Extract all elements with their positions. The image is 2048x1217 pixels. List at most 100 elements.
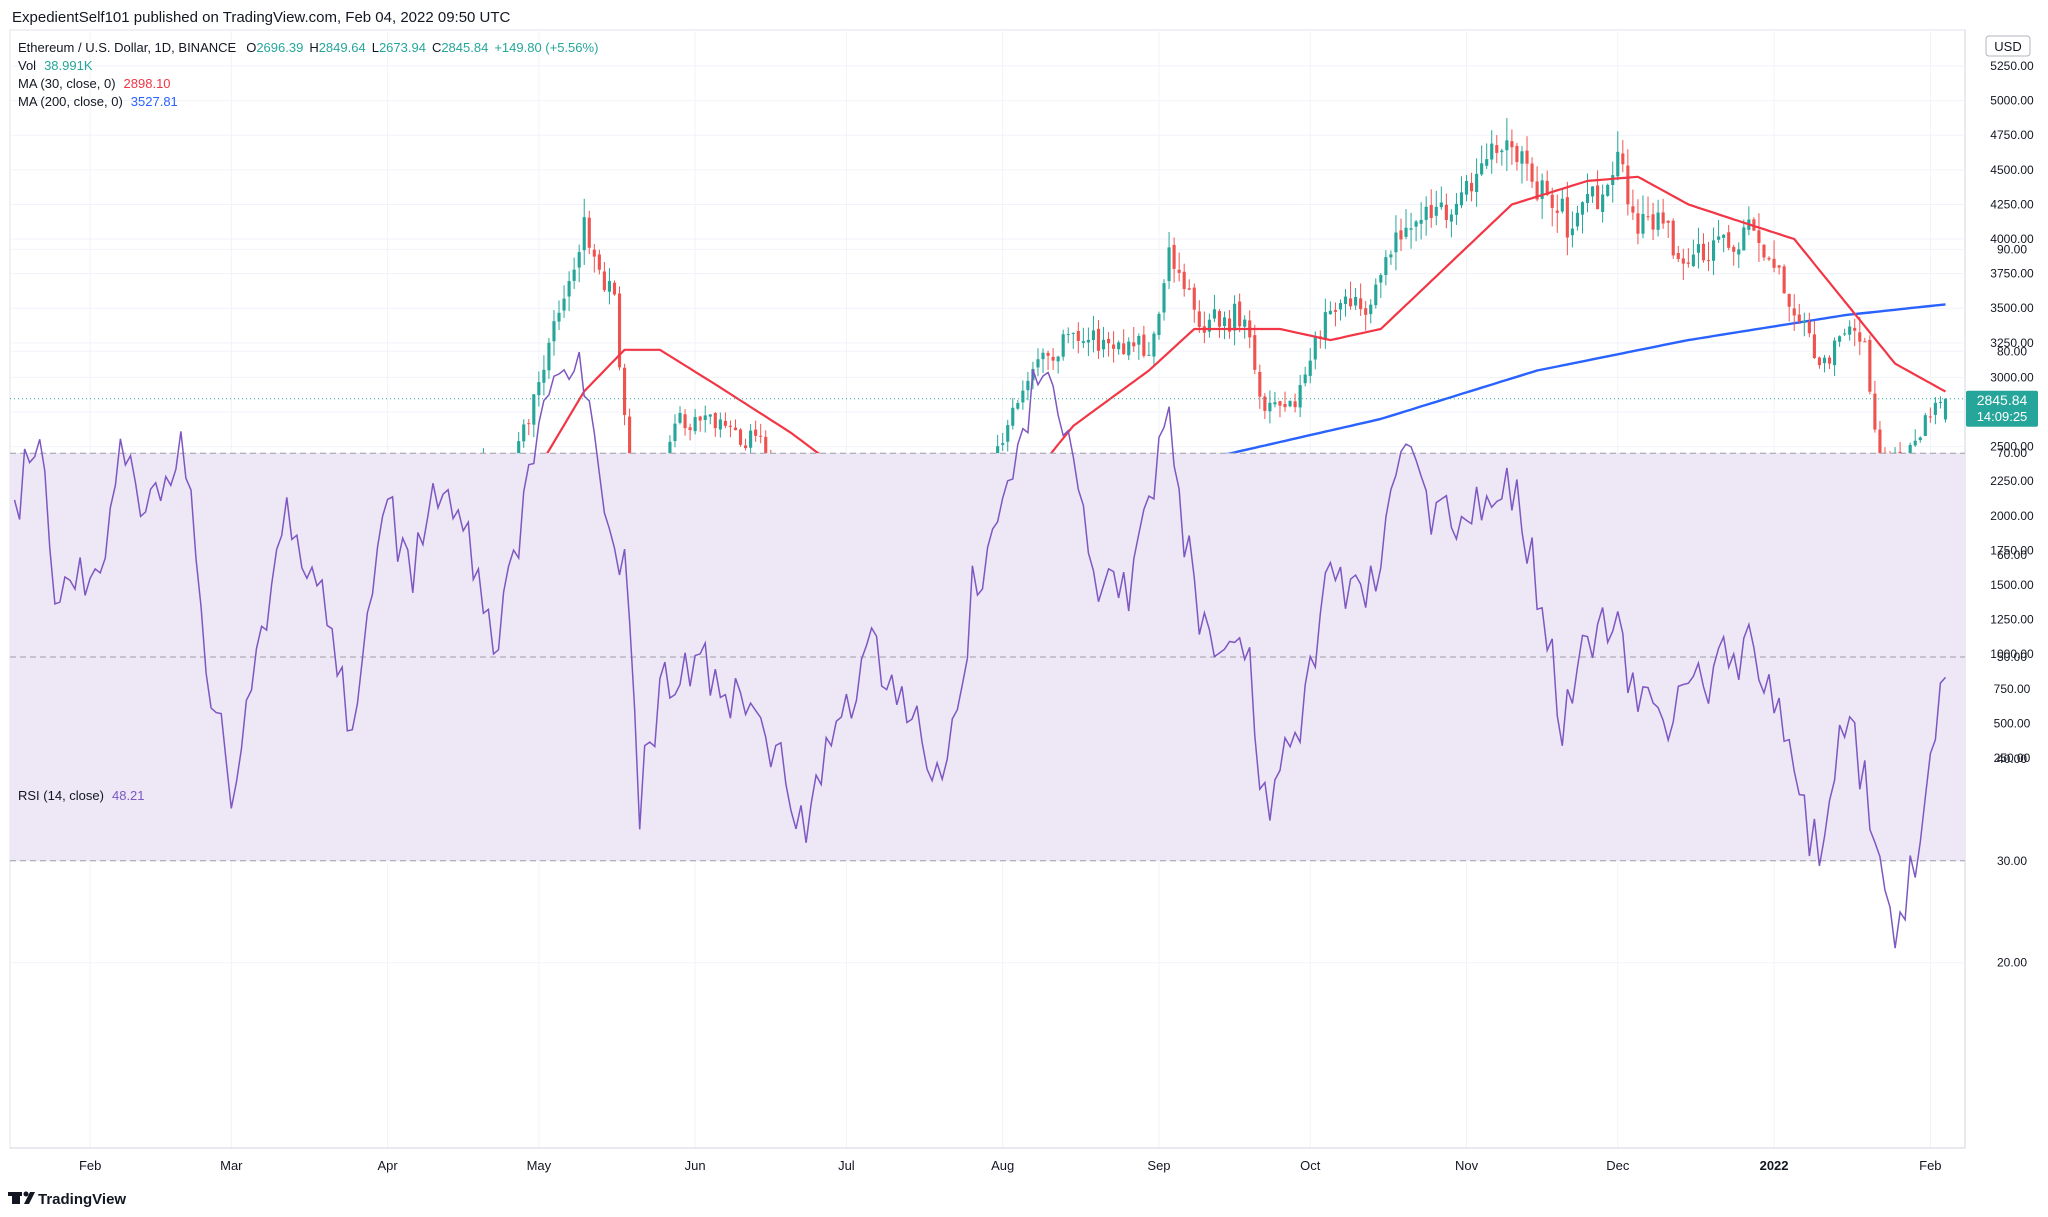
- price-tick-label: 4750.00: [1990, 128, 2034, 142]
- candle: [1918, 436, 1922, 443]
- candle: [723, 412, 727, 429]
- candle: [1636, 199, 1640, 245]
- tradingview-logo[interactable]: TradingView: [8, 1191, 126, 1208]
- symbol-title[interactable]: Ethereum / U.S. Dollar, 1D, BINANCE: [18, 40, 237, 55]
- current-price-value: 2845.84: [1977, 392, 2028, 408]
- candle: [1142, 325, 1146, 358]
- candle: [1293, 393, 1297, 413]
- price-tick-label: 1500.00: [1990, 578, 2034, 592]
- candle: [602, 261, 606, 293]
- candle: [1112, 331, 1116, 363]
- candle: [1424, 196, 1428, 236]
- candle: [1722, 234, 1726, 253]
- candle: [1233, 295, 1237, 346]
- candle: [1086, 327, 1090, 357]
- candle: [1187, 279, 1191, 291]
- price-tick-label: 250.00: [1994, 751, 2031, 765]
- candle: [1928, 407, 1932, 423]
- candle: [1041, 348, 1045, 374]
- candle: [557, 300, 561, 331]
- candle: [1434, 190, 1438, 226]
- ma30-value: 2898.10: [124, 76, 171, 91]
- candle: [1177, 252, 1181, 282]
- low-value: 2673.94: [379, 40, 426, 55]
- x-tick-label: Feb: [79, 1158, 101, 1173]
- candle: [1273, 391, 1277, 408]
- candle: [733, 419, 738, 431]
- svg-text:Ethereum / U.S. Dollar, 1D, BI: Ethereum / U.S. Dollar, 1D, BINANCE O2696…: [18, 40, 598, 55]
- candle: [693, 408, 697, 435]
- candle: [532, 393, 536, 438]
- candle: [1081, 327, 1085, 348]
- candle: [1253, 324, 1257, 375]
- price-tick-label: 2250.00: [1990, 474, 2034, 488]
- candle: [1651, 202, 1655, 241]
- candle: [577, 244, 581, 283]
- candle: [1016, 400, 1020, 411]
- candle: [1469, 172, 1474, 202]
- rsi-tick-label: 50.00: [1997, 650, 2027, 664]
- candle: [1646, 196, 1650, 221]
- candle: [562, 285, 566, 318]
- candle: [572, 257, 576, 289]
- candle: [683, 409, 687, 436]
- candle: [1873, 380, 1877, 433]
- candle: [1399, 218, 1403, 252]
- x-tick-label: Apr: [377, 1158, 398, 1173]
- candle: [1101, 326, 1106, 358]
- candle: [1212, 294, 1217, 323]
- candle: [1772, 240, 1776, 273]
- candle: [688, 423, 692, 441]
- candle: [1606, 183, 1610, 197]
- candle: [1227, 309, 1232, 339]
- candle: [1545, 170, 1549, 197]
- candle: [1817, 356, 1822, 369]
- candle: [1656, 199, 1660, 237]
- candle: [1611, 161, 1615, 203]
- candle: [1590, 186, 1595, 203]
- candle: [1338, 299, 1343, 321]
- candle: [527, 418, 531, 436]
- candle: [749, 424, 753, 455]
- candle: [597, 249, 601, 275]
- candle: [1575, 205, 1580, 231]
- candle: [1132, 326, 1136, 352]
- x-tick-label: Jun: [685, 1158, 706, 1173]
- candle: [1540, 173, 1544, 220]
- candle: [1868, 335, 1872, 395]
- x-tick-label: Dec: [1606, 1158, 1630, 1173]
- candle: [1026, 371, 1030, 401]
- currency-button[interactable]: USD: [1985, 35, 2031, 57]
- x-tick-label: Mar: [220, 1158, 243, 1173]
- rsi-label[interactable]: RSI (14, close): [18, 788, 104, 803]
- vol-label[interactable]: Vol: [18, 58, 36, 73]
- candle: [1157, 311, 1161, 340]
- candle: [1943, 398, 1948, 423]
- candle: [1278, 400, 1282, 418]
- candle: [738, 428, 743, 447]
- candle: [1011, 398, 1015, 430]
- candle: [1797, 303, 1801, 324]
- ma30-label[interactable]: MA (30, close, 0): [18, 76, 116, 91]
- candle: [713, 412, 717, 437]
- candle: [1323, 298, 1327, 349]
- candle: [1167, 231, 1171, 290]
- candle: [1596, 170, 1600, 210]
- candle: [1137, 333, 1141, 360]
- candle: [1671, 218, 1675, 259]
- candle: [1787, 293, 1791, 322]
- candle: [607, 268, 612, 305]
- candle: [1328, 301, 1332, 315]
- tradingview-logo-icon: [8, 1191, 35, 1204]
- ma200-label[interactable]: MA (200, close, 0): [18, 94, 123, 109]
- candle: [1913, 429, 1917, 447]
- candle: [718, 412, 722, 438]
- candle: [1394, 215, 1398, 271]
- vol-value: 38.991K: [44, 58, 93, 73]
- candle: [542, 355, 546, 396]
- candle: [1384, 250, 1388, 286]
- candle: [673, 414, 677, 448]
- candle: [1676, 245, 1680, 263]
- candle: [1071, 332, 1075, 349]
- x-tick-label: Sep: [1147, 1158, 1170, 1173]
